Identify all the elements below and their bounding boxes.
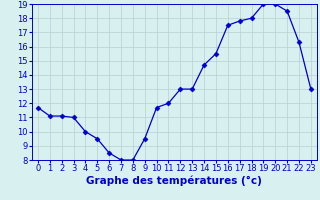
X-axis label: Graphe des températures (°c): Graphe des températures (°c): [86, 176, 262, 186]
